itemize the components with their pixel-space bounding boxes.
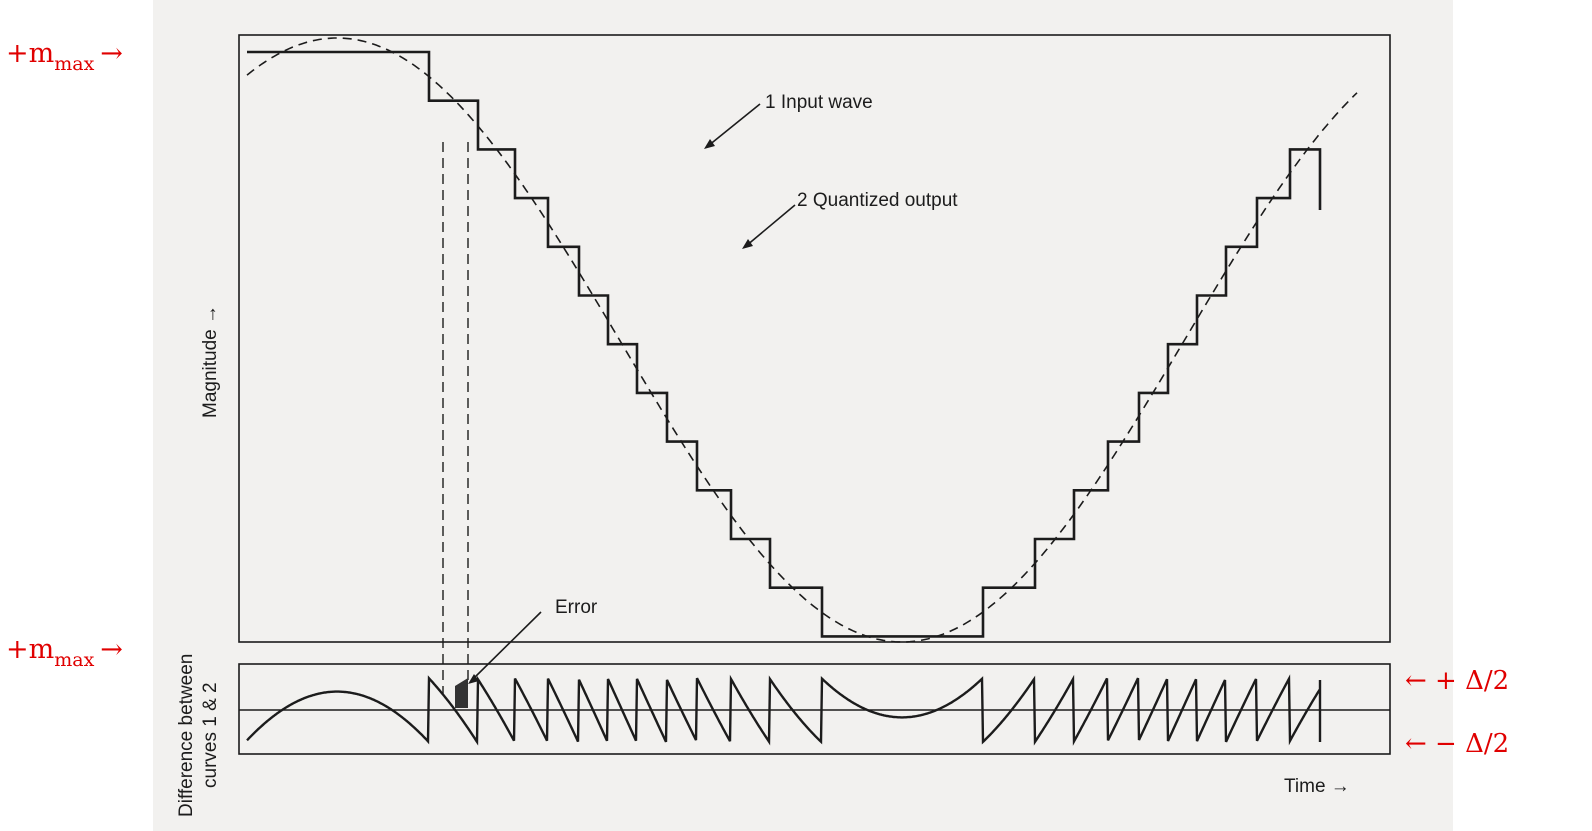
input-wave-curve <box>246 37 1358 643</box>
input-wave-leader <box>707 103 761 147</box>
magnitude-axis-label: Magnitude → <box>200 305 221 418</box>
error-leader <box>471 611 542 681</box>
difference-axis-label-line1: Difference between <box>176 654 197 817</box>
error-waveform <box>246 674 1322 746</box>
input-wave-label: 1 Input wave <box>765 92 873 113</box>
input-wave-leader-arrowhead <box>704 139 715 149</box>
quantized-output-leader-arrowhead <box>742 239 753 249</box>
scan-background <box>153 0 1453 831</box>
time-axis-label: Time → <box>1284 776 1350 797</box>
plus-half-step-annotation: ← + Δ/2 <box>1405 666 1509 696</box>
m-max-top-annotation: +mmax → <box>6 38 123 75</box>
error-panel-frame <box>238 663 1391 755</box>
error-highlight <box>455 678 468 708</box>
quantized-output-label: 2 Quantized output <box>797 190 958 211</box>
minus-half-step-annotation: ← − Δ/2 <box>1405 729 1509 759</box>
difference-axis-label-line2: curves 1 & 2 <box>200 682 221 788</box>
quantized-output-curve <box>247 50 1322 638</box>
magnitude-panel-frame <box>238 34 1391 643</box>
error-label: Error <box>555 597 598 618</box>
m-max-bottom-annotation: +mmax → <box>6 634 123 671</box>
error-leader-arrowhead <box>468 674 479 684</box>
quantized-output-leader <box>745 204 796 247</box>
